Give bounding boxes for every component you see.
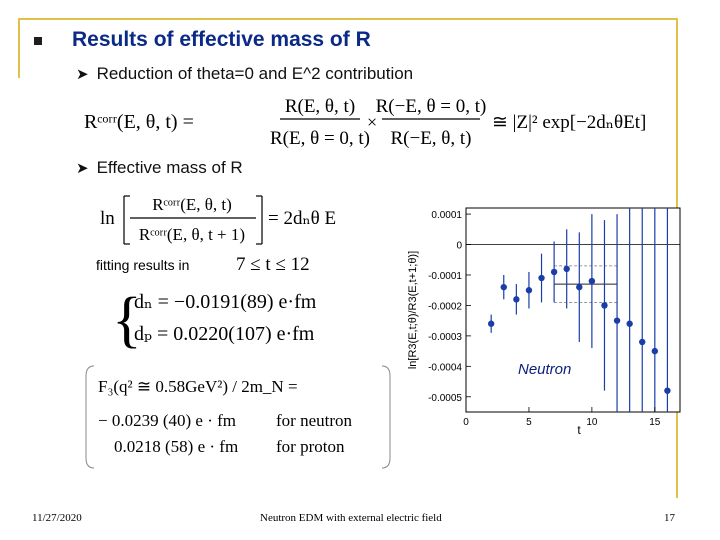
frame-top-border xyxy=(18,18,678,20)
chart-x-axis-label: t xyxy=(577,423,581,437)
eq2-rhs: = 2dₙθ E xyxy=(268,208,336,229)
title-bullet-icon xyxy=(34,37,42,45)
times-sign: × xyxy=(367,112,377,132)
chart-ytick-label: -0.0002 xyxy=(428,301,462,312)
chart-data-point xyxy=(500,283,507,291)
chart-ytick-label: -0.0005 xyxy=(428,393,462,404)
eq1-frac1-den: R(E, θ = 0, t) xyxy=(270,128,370,149)
chart-ytick-label: -0.0001 xyxy=(428,271,462,282)
eq2-den: Rᶜᵒʳʳ(E, θ, t + 1) xyxy=(139,225,245,244)
chart-y-axis-label: ln[R3(E,t;θ)/R3(E,t+1;θ)] xyxy=(407,251,419,369)
frame-left-border xyxy=(18,18,20,78)
chart-ytick-label: -0.0004 xyxy=(428,362,462,373)
chart-plot-frame xyxy=(465,207,681,413)
eq1-frac1-num: R(E, θ, t) xyxy=(285,96,355,117)
f3-neutron-value: − 0.0239 (40) e · fm xyxy=(98,411,236,430)
chart-xtick-label: 15 xyxy=(649,417,661,428)
chart-data-point xyxy=(576,283,583,291)
f3-proton-label: for proton xyxy=(276,437,345,456)
equation-ln-ratio: ln Rᶜᵒʳʳ(E, θ, t) Rᶜᵒʳʳ(E, θ, t + 1) = 2… xyxy=(100,195,336,245)
footer-page-number: 17 xyxy=(664,512,675,524)
chart-data-point xyxy=(651,347,659,355)
bullet-2-text: Effective mass of R xyxy=(96,158,243,177)
bullet-item-2: ➤ Effective mass of R xyxy=(76,158,243,178)
chart-ytick-label: 0 xyxy=(456,241,462,252)
arrow-bullet-icon: ➤ xyxy=(76,160,89,177)
eq1-lhs: Rᶜᵒʳʳ(E, θ, t) = xyxy=(84,111,194,133)
chart-data-point xyxy=(588,277,596,285)
f3-neutron-label: for neutron xyxy=(276,411,353,430)
bullet-1-text: Reduction of theta=0 and E^2 contributio… xyxy=(96,64,414,83)
eq1-rhs: ≅ |Z|² exp[−2dₙθEt] xyxy=(492,112,646,133)
chart-data-point xyxy=(550,268,558,276)
ln-symbol: ln xyxy=(100,208,115,229)
left-brace: { xyxy=(112,286,142,354)
f3-result-box: F₃(q² ≅ 0.58GeV²) / 2m_N = − 0.0239 (40)… xyxy=(85,365,391,469)
chart-data-point xyxy=(664,387,671,394)
equation-rcorr: Rᶜᵒʳʳ(E, θ, t) = R(E, θ, t) R(E, θ = 0, … xyxy=(84,96,646,149)
eq1-frac2-den: R(−E, θ, t) xyxy=(390,128,471,149)
chart-ytick-label: 0.0001 xyxy=(431,210,462,221)
chart-annotation-neutron: Neutron xyxy=(518,361,571,378)
chart-data-point xyxy=(487,320,495,327)
f3-proton-value: 0.0218 (58) e · fm xyxy=(114,437,238,456)
chart-data-point xyxy=(513,296,520,303)
eq1-frac2-num: R(−E, θ = 0, t) xyxy=(376,96,487,117)
chart-data-point xyxy=(525,287,533,294)
f3-line-1: F₃(q² ≅ 0.58GeV²) / 2m_N = xyxy=(98,377,298,396)
neutron-chart: 0 5 10 15 0.0001 0 -0.0001 -0.0002 -0.0003 -0.00… xyxy=(407,207,681,437)
dp-result: dₚ = 0.0220(107) e·fm xyxy=(134,323,315,345)
chart-data-point xyxy=(639,338,646,346)
chart-xtick-label: 10 xyxy=(586,417,598,428)
dn-result: dₙ = −0.0191(89) e·fm xyxy=(134,291,317,313)
chart-data-point xyxy=(613,317,621,324)
footer-title: Neutron EDM with external electric field xyxy=(260,512,442,524)
chart-data-point xyxy=(538,274,545,282)
chart-data-point xyxy=(601,302,608,309)
footer-date: 11/27/2020 xyxy=(32,512,82,524)
chart-data-point xyxy=(626,320,633,327)
slide-title: Results of effective mass of R xyxy=(72,28,371,51)
chart-data-point xyxy=(563,265,570,273)
chart-ytick-label: -0.0003 xyxy=(428,332,462,343)
eq2-num: Rᶜᵒʳʳ(E, θ, t) xyxy=(152,195,232,214)
fit-results: { dₙ = −0.0191(89) e·fm dₚ = 0.0220(107)… xyxy=(112,286,317,354)
arrow-bullet-icon: ➤ xyxy=(76,66,89,83)
chart-xtick-label: 0 xyxy=(463,417,469,428)
fit-range: 7 ≤ t ≤ 12 xyxy=(236,254,310,275)
chart-xtick-label: 5 xyxy=(526,417,532,428)
fitting-label: fitting results in xyxy=(96,257,190,273)
bullet-item-1: ➤ Reduction of theta=0 and E^2 contributi… xyxy=(76,64,413,84)
